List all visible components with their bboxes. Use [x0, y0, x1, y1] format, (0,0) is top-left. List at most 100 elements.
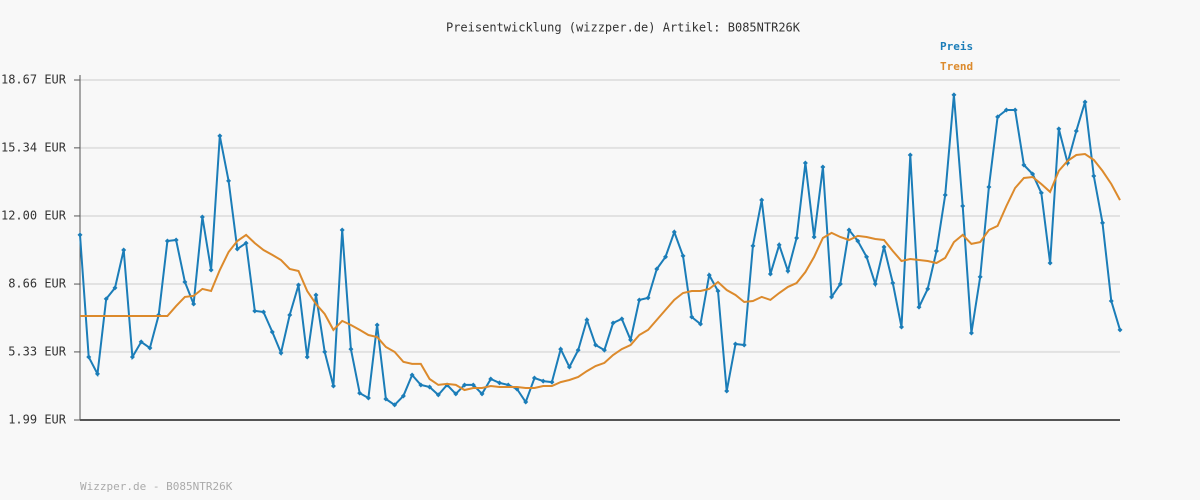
point-marker — [1003, 107, 1009, 113]
footer: Wizzper.de - B085NTR26K — [80, 480, 233, 493]
point-marker — [243, 240, 249, 246]
point-marker — [488, 376, 494, 382]
point-marker — [1012, 107, 1018, 113]
point-marker — [531, 375, 537, 381]
point-marker — [977, 274, 983, 280]
point-marker — [313, 292, 319, 298]
chart-title: Preisentwicklung (wizzper.de) Artikel: B… — [446, 21, 801, 35]
point-marker — [278, 350, 284, 356]
point-marker — [94, 371, 100, 377]
point-marker — [138, 339, 144, 345]
point-marker — [759, 197, 765, 203]
point-marker — [968, 330, 974, 336]
point-marker — [199, 214, 205, 220]
point-marker — [1073, 128, 1079, 134]
point-marker — [1091, 173, 1097, 179]
point-marker — [960, 203, 966, 209]
point-marker — [103, 296, 109, 302]
point-marker — [523, 399, 529, 405]
series-line — [80, 152, 1121, 392]
point-marker — [741, 342, 747, 348]
point-marker — [1100, 220, 1106, 226]
point-marker — [732, 341, 738, 347]
point-marker — [698, 321, 704, 327]
point-marker — [776, 242, 782, 248]
point-marker — [811, 234, 817, 240]
point-marker — [304, 354, 310, 360]
point-marker — [899, 324, 905, 330]
point-marker — [77, 232, 83, 238]
point-marker — [986, 184, 992, 190]
point-marker — [86, 354, 92, 360]
point-marker — [933, 248, 939, 254]
point-marker — [575, 347, 581, 353]
point-marker — [182, 279, 188, 285]
point-marker — [802, 160, 808, 166]
point-marker — [392, 402, 398, 408]
point-marker — [864, 254, 870, 260]
point-marker — [951, 92, 957, 98]
point-marker — [453, 391, 459, 397]
point-marker — [925, 286, 931, 292]
point-marker — [400, 393, 406, 399]
point-marker — [907, 152, 913, 158]
point-marker — [855, 238, 861, 244]
y-tick-label: 1.99 EUR — [8, 413, 67, 427]
legend-label: Preis — [940, 40, 973, 53]
point-marker — [1108, 298, 1114, 304]
y-tick-label: 5.33 EUR — [8, 344, 67, 358]
point-marker — [374, 322, 380, 328]
point-marker — [330, 383, 336, 389]
point-marker — [357, 390, 363, 396]
point-marker — [462, 382, 468, 388]
point-marker — [820, 164, 826, 170]
point-marker — [540, 378, 546, 384]
point-marker — [706, 272, 712, 278]
point-marker — [129, 354, 135, 360]
point-marker — [269, 329, 275, 335]
point-marker — [916, 304, 922, 310]
point-marker — [470, 382, 476, 388]
point-marker — [619, 316, 625, 322]
y-tick-label: 18.67 EUR — [1, 73, 67, 87]
point-marker — [234, 246, 240, 252]
point-marker — [628, 337, 634, 343]
point-marker — [339, 227, 345, 233]
point-marker — [1117, 327, 1123, 333]
point-marker — [593, 342, 599, 348]
point-marker — [794, 235, 800, 241]
point-marker — [121, 247, 127, 253]
y-tick-label: 8.66 EUR — [8, 277, 67, 291]
point-marker — [365, 395, 371, 401]
point-marker — [147, 345, 153, 351]
point-marker — [995, 114, 1001, 120]
point-marker — [610, 320, 616, 326]
point-marker — [846, 227, 852, 233]
series-line — [79, 94, 1121, 407]
point-marker — [785, 268, 791, 274]
point-marker — [435, 392, 441, 398]
point-marker — [112, 285, 118, 291]
point-marker — [724, 388, 730, 394]
point-marker — [671, 229, 677, 235]
point-marker — [287, 312, 293, 318]
point-marker — [1056, 126, 1062, 132]
point-marker — [1021, 162, 1027, 168]
point-marker — [890, 280, 896, 286]
point-marker — [252, 308, 258, 314]
point-marker — [829, 294, 835, 300]
point-marker — [1030, 171, 1036, 177]
point-marker — [383, 396, 389, 402]
point-marker — [689, 314, 695, 320]
point-marker — [173, 237, 179, 243]
point-marker — [601, 347, 607, 353]
point-marker — [715, 288, 721, 294]
point-marker — [645, 295, 651, 301]
point-marker — [217, 133, 223, 139]
point-marker — [1038, 190, 1044, 196]
point-marker — [479, 391, 485, 397]
point-marker — [584, 317, 590, 323]
point-marker — [663, 254, 669, 260]
